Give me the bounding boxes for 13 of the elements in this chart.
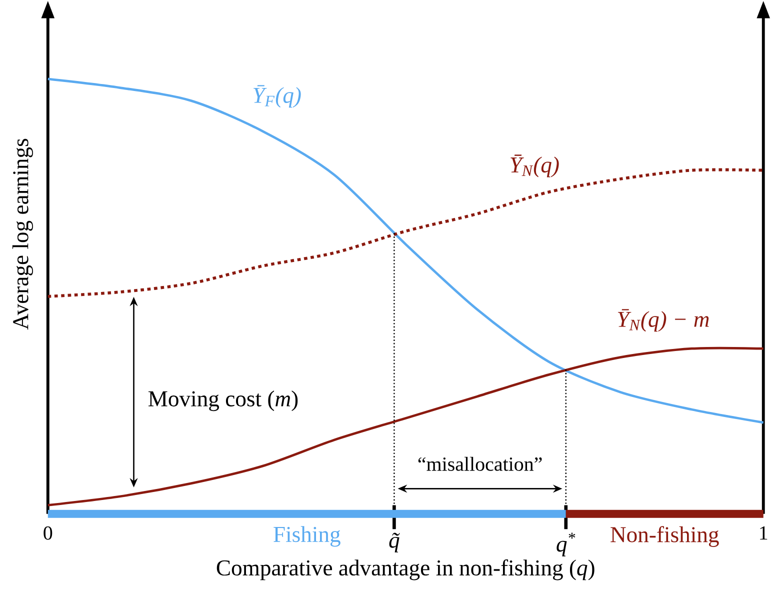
series-label: Ȳ$_{F}$(q) bbox=[253, 85, 301, 108]
x-tick-label: 1 bbox=[760, 526, 768, 540]
x-axis-title: Comparative advantage in non-fishing (q) bbox=[216, 560, 594, 580]
ref-line-label: q̃ bbox=[389, 532, 400, 553]
x-tick-label: 0 bbox=[44, 526, 52, 540]
annotation: “misallocation” bbox=[418, 457, 542, 472]
annotation: Moving cost (m) bbox=[148, 390, 298, 412]
ref-line-label: q$^{*}$ bbox=[556, 532, 576, 556]
series-label: Ȳ$_{N}$(q) − m bbox=[618, 309, 709, 332]
series-label: Ȳ$_{N}$(q) bbox=[510, 154, 559, 178]
text: Fishing bbox=[274, 526, 340, 547]
text: Non-fishing bbox=[610, 526, 719, 548]
y-axis-title: Average log earnings bbox=[12, 139, 33, 330]
